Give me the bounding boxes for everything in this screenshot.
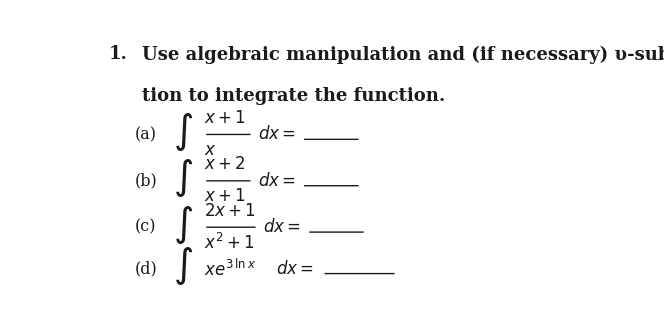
Text: tion to integrate the function.: tion to integrate the function. xyxy=(142,87,446,105)
Text: $dx =$: $dx =$ xyxy=(263,218,301,236)
Text: $\int$: $\int$ xyxy=(173,204,193,246)
Text: $dx =$: $dx =$ xyxy=(258,172,295,190)
Text: $xe^{3\,\ln x}$: $xe^{3\,\ln x}$ xyxy=(204,258,256,279)
Text: $dx =$: $dx =$ xyxy=(276,260,313,278)
Text: (a): (a) xyxy=(134,126,157,143)
Text: $\int$: $\int$ xyxy=(173,111,193,153)
Text: (c): (c) xyxy=(134,219,156,236)
Text: $dx =$: $dx =$ xyxy=(258,126,295,144)
Text: $x^{2} + 1$: $x^{2} + 1$ xyxy=(204,233,254,253)
Text: $\int$: $\int$ xyxy=(173,245,193,287)
Text: $x + 1$: $x + 1$ xyxy=(204,110,246,127)
Text: $\int$: $\int$ xyxy=(173,158,193,199)
Text: 1.: 1. xyxy=(109,45,127,63)
Text: (b): (b) xyxy=(134,172,157,189)
Text: $x + 2$: $x + 2$ xyxy=(204,157,246,173)
Text: $2x + 1$: $2x + 1$ xyxy=(204,203,256,220)
Text: $x + 1$: $x + 1$ xyxy=(204,188,246,205)
Text: (d): (d) xyxy=(134,260,157,277)
Text: $x$: $x$ xyxy=(204,142,216,159)
Text: Use algebraic manipulation and (if necessary) υ-substitu-: Use algebraic manipulation and (if neces… xyxy=(142,45,664,64)
